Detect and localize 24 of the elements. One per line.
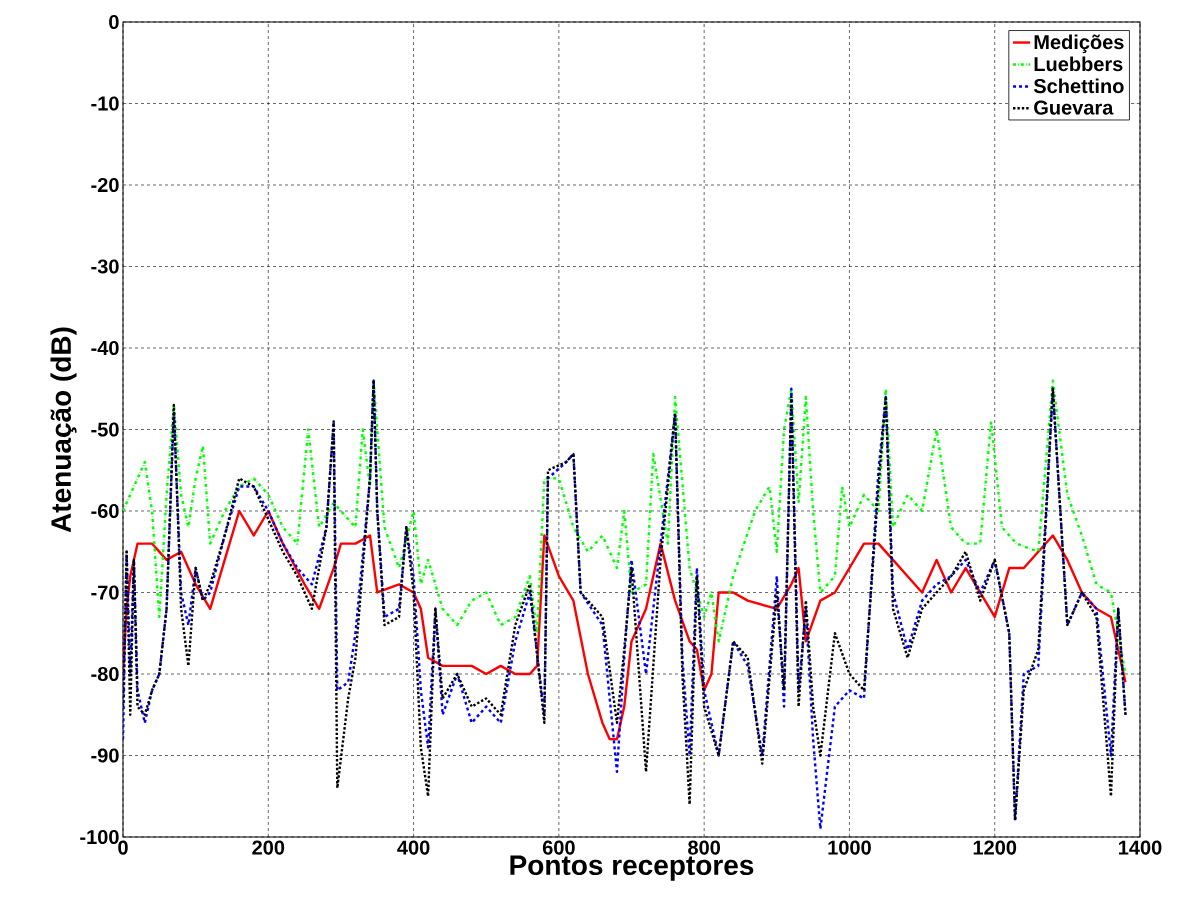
x-tick-label: 1400 xyxy=(1119,840,1162,855)
y-tick-label: -60 xyxy=(91,503,119,519)
y-tick-label: -20 xyxy=(91,177,119,193)
y-tick-label: -10 xyxy=(91,96,119,111)
legend-label: Luebbers xyxy=(1034,56,1123,72)
y-tick-label: -80 xyxy=(91,666,119,682)
x-tick-label: 400 xyxy=(397,840,430,855)
y-tick-label: 0 xyxy=(109,14,119,30)
y-axis-title: Atenuação (dB) xyxy=(50,327,77,533)
x-axis-title: Pontos receptores xyxy=(510,855,754,881)
y-tick-label: -50 xyxy=(91,422,119,437)
y-tick-label: -40 xyxy=(91,340,119,356)
y-tick-label: -90 xyxy=(91,748,119,763)
x-tick-label: 1200 xyxy=(973,840,1017,855)
x-tick-label: 600 xyxy=(542,840,575,855)
legend-label: Guevara xyxy=(1034,100,1114,115)
x-tick-label: 200 xyxy=(252,840,285,855)
y-tick-label: -30 xyxy=(91,259,119,274)
x-tick-label: 800 xyxy=(688,840,721,855)
legend-label: Schettino xyxy=(1033,78,1124,94)
y-tick-label: -100 xyxy=(80,829,119,845)
x-tick-label: 1000 xyxy=(828,840,871,855)
y-tick-label: -70 xyxy=(91,585,119,600)
legend-label: Medições xyxy=(1034,34,1124,54)
